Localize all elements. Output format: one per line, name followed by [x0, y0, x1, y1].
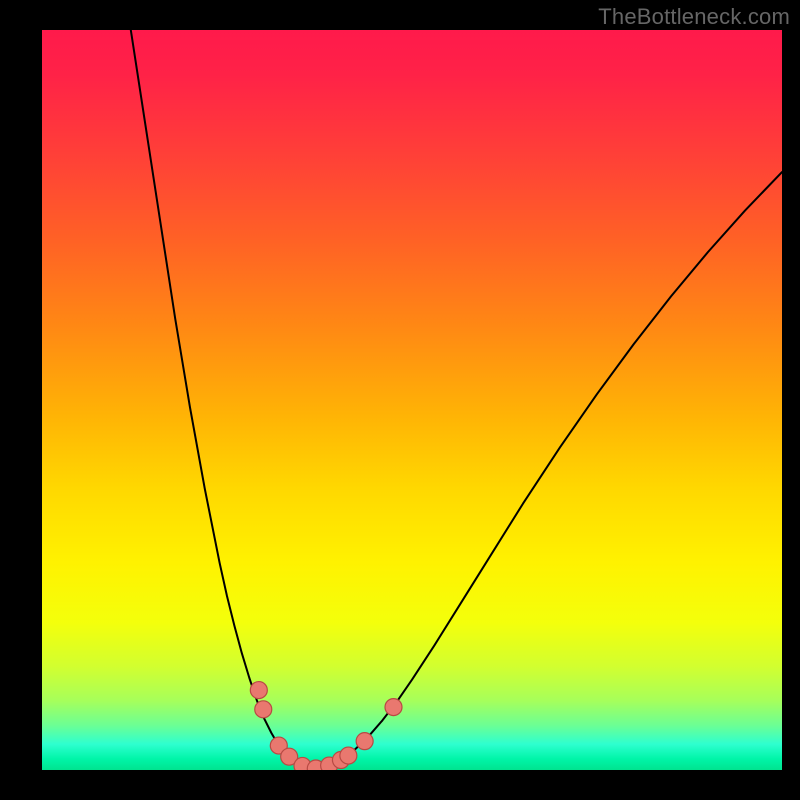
watermark-text: TheBottleneck.com: [598, 4, 790, 30]
marker-point: [250, 682, 267, 699]
marker-point: [340, 747, 357, 764]
marker-point: [255, 701, 272, 718]
bottleneck-chart: [42, 30, 782, 770]
marker-point: [356, 733, 373, 750]
gradient-background: [42, 30, 782, 770]
marker-point: [385, 699, 402, 716]
